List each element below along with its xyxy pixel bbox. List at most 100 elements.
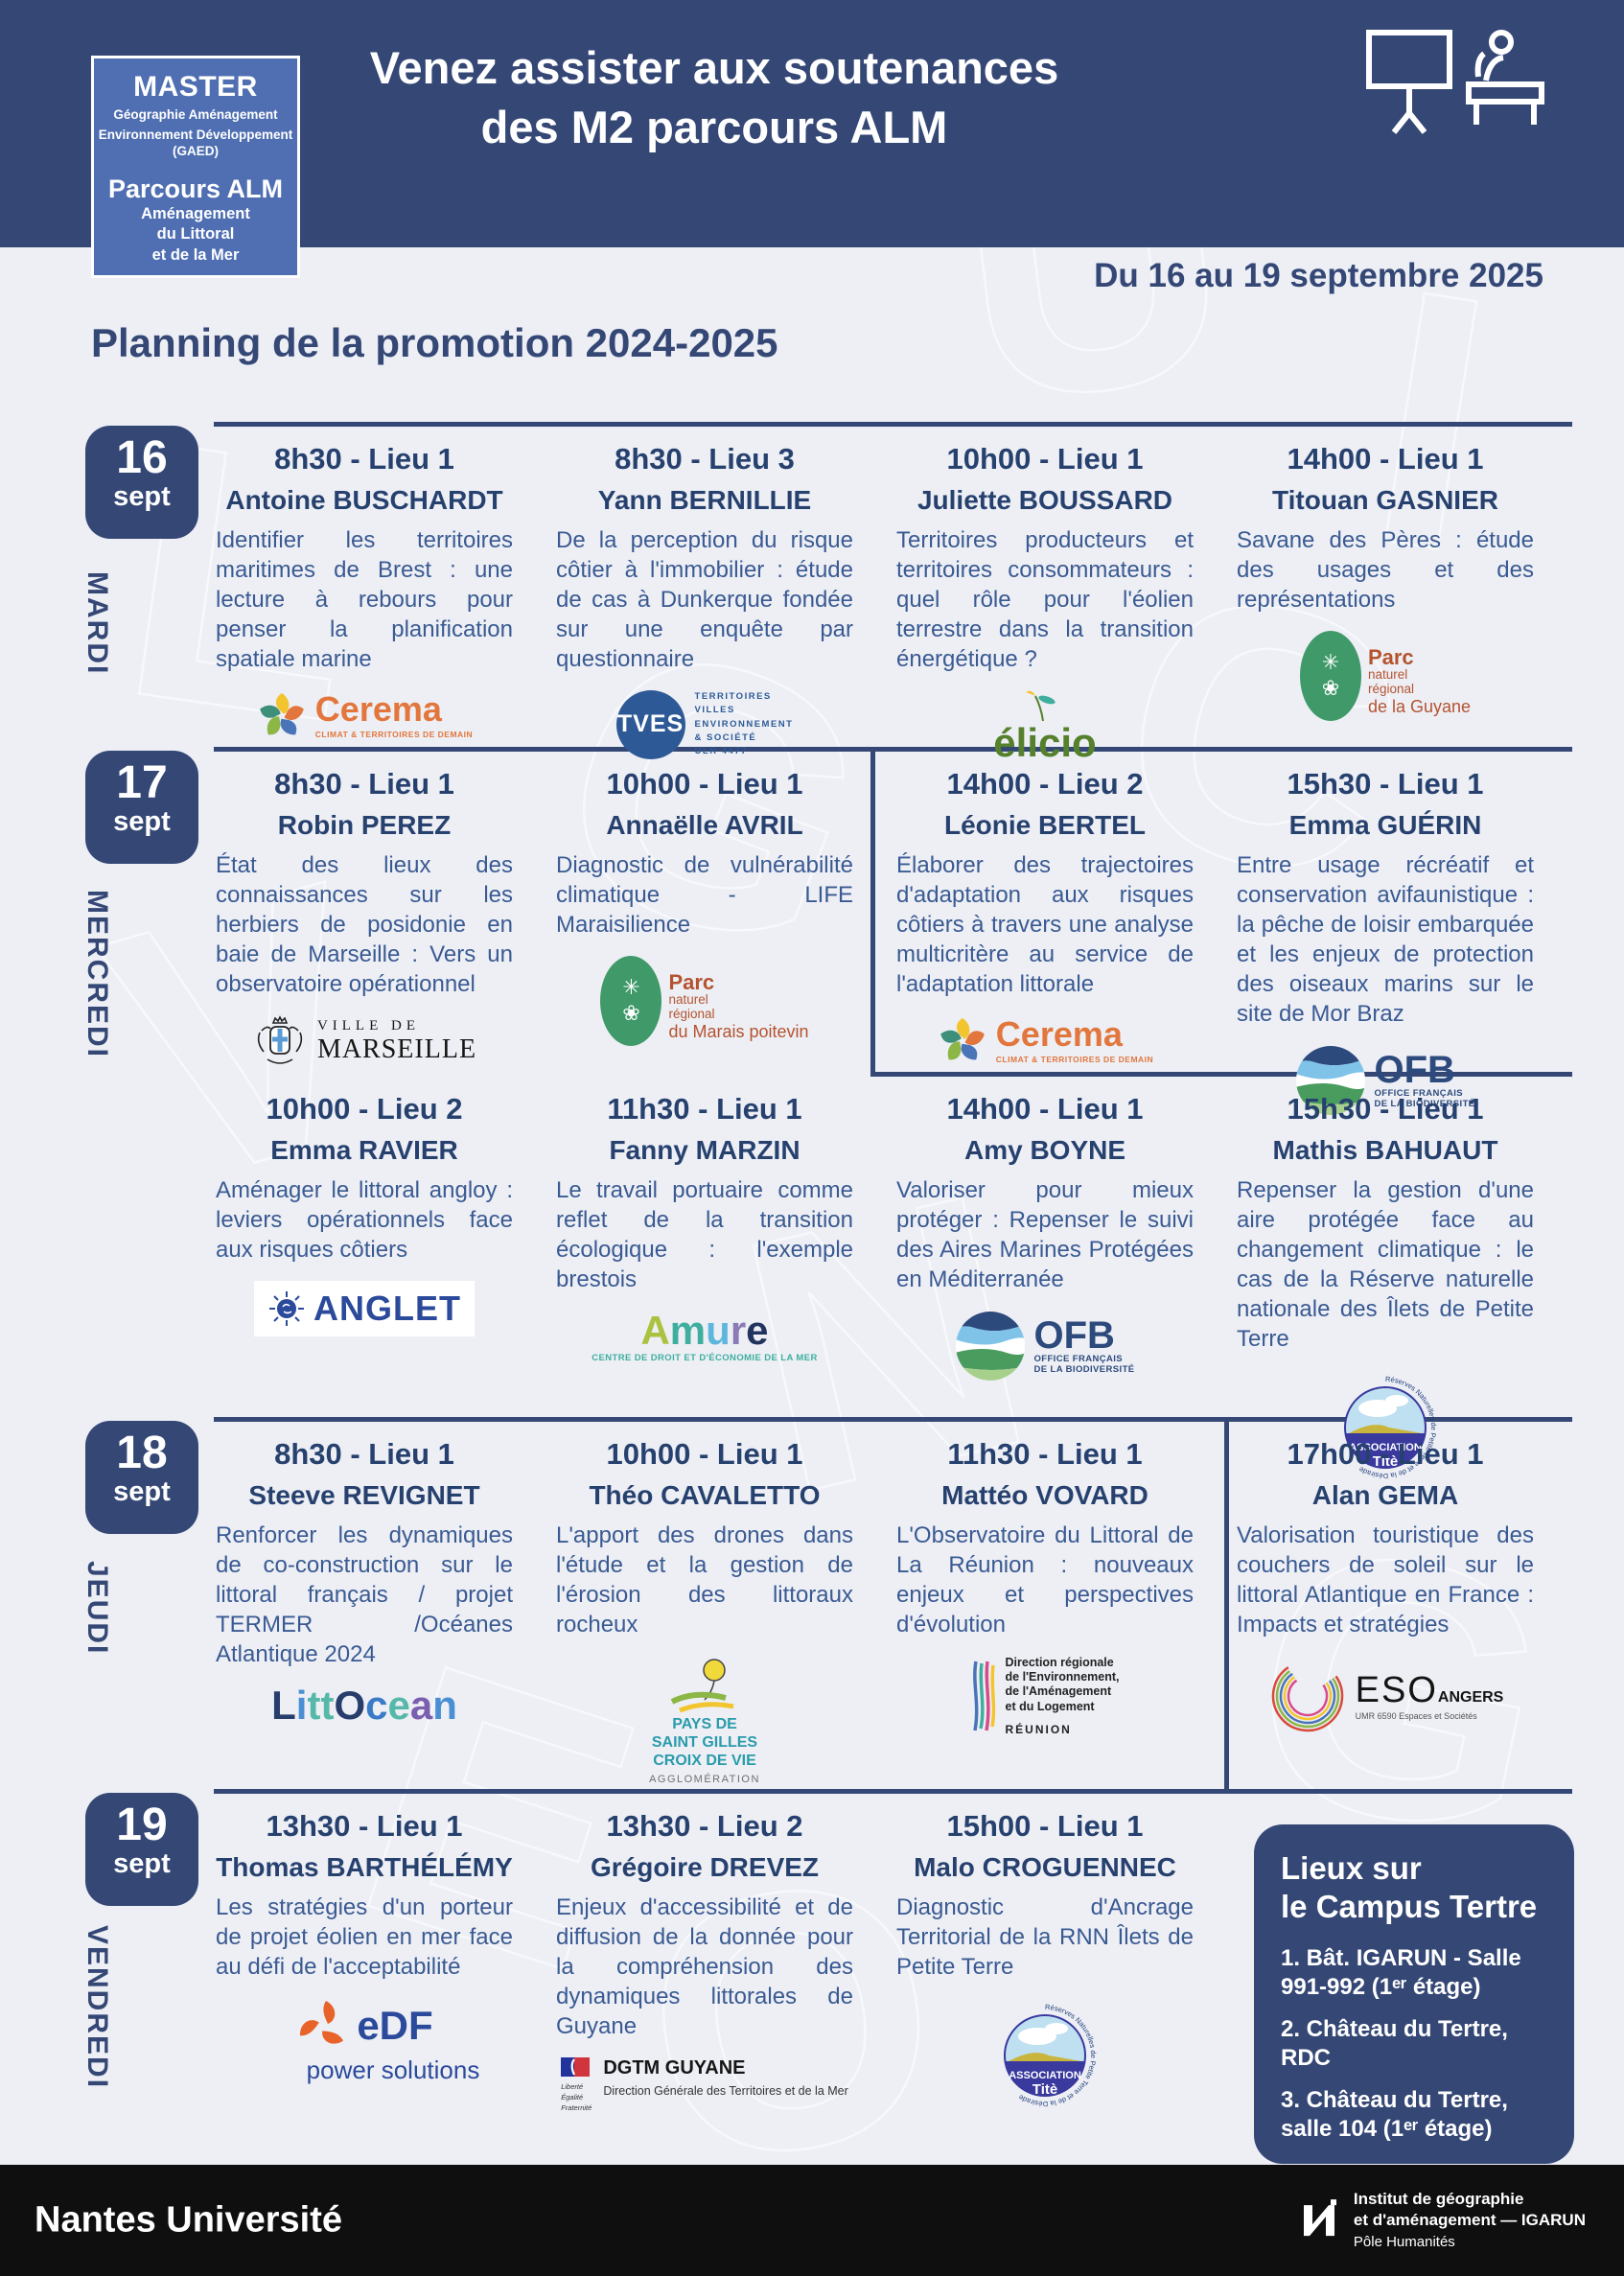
tves-line: & SOCIÉTÉ: [694, 732, 757, 743]
littocean-letter: t: [307, 1682, 321, 1728]
institute-line-1: Institut de géographie: [1353, 2190, 1524, 2209]
amure-tagline: CENTRE DE DROIT ET D'ÉCONOMIE DE LA MER: [592, 1352, 818, 1363]
master-badge: MASTER Géographie Aménagement Environnem…: [91, 56, 300, 278]
dgtm-wordmark: DGTM GUYANE: [603, 2056, 746, 2079]
elicio-logo: élicio: [993, 690, 1097, 763]
parc-line: régional: [668, 1006, 715, 1021]
day-badge-16: 16 sept: [85, 426, 198, 539]
venue-item: 2. Château du Tertre, RDC: [1281, 2015, 1547, 2073]
session-time-location: 14h00 - Lieu 2: [946, 767, 1144, 801]
program-label: Parcours ALM: [107, 174, 284, 203]
student-name: Théo CAVALETTO: [589, 1480, 821, 1510]
session-entry: 10h00 - Lieu 1 Théo CAVALETTO L'apport d…: [556, 1422, 853, 1789]
dreal-caption: Direction régionale de l'Environnement, …: [1006, 1656, 1120, 1737]
session-entry: 13h30 - Lieu 2 Grégoire DREVEZ Enjeux d'…: [556, 1794, 853, 2165]
session-entry: 15h30 - Lieu 1 Emma GUÉRIN Entre usage r…: [1237, 752, 1534, 1116]
parc-line: de la Guyane: [1367, 697, 1472, 717]
dreal-line: et du Logement: [1005, 1699, 1095, 1713]
day-name-mardi: MARDI: [81, 571, 113, 676]
thesis-title: Les stratégies d'un porteur de projet éo…: [216, 1894, 513, 1980]
day-name-vendredi: VENDREDI: [81, 1925, 113, 2090]
page-title: Planning de la promotion 2024-2025: [91, 320, 778, 365]
session-entry: 15h00 - Lieu 1 Malo CROGUENNEC Diagnosti…: [896, 1794, 1194, 2165]
program-line-2: du Littoral: [156, 225, 235, 244]
ofb-wordmark: OFB: [1374, 1048, 1455, 1091]
amure-letter: r: [730, 1307, 747, 1353]
venue-line: 991-992 (1ᵉʳ étage): [1281, 1973, 1481, 2000]
french-flag-icon: [561, 2056, 591, 2077]
parc-line: régional: [1367, 681, 1414, 696]
venues-list: 1. Bât. IGARUN - Salle 991-992 (1ᵉʳ étag…: [1281, 1944, 1547, 2144]
student-name: Titouan GASNIER: [1272, 485, 1498, 515]
day-badge-19: 19 sept: [85, 1793, 198, 1906]
littocean-letter: n: [432, 1682, 457, 1728]
day-name-jeudi: JEUDI: [81, 1561, 113, 1656]
thesis-title: Enjeux d'accessibilité et de diffusion d…: [556, 1894, 853, 2039]
cerema-logo: Cerema CLIMAT & TERRITOIRES DE DEMAIN: [937, 1015, 1153, 1067]
thesis-title: Le travail portuaire comme reflet de la …: [556, 1177, 853, 1292]
venue-line: RDC: [1281, 2044, 1331, 2071]
saint-gilles-doodle-icon: [670, 1659, 734, 1713]
littocean-letter: L: [271, 1682, 296, 1728]
littocean-letter: O: [334, 1682, 366, 1728]
parc-guyane-logo: ✳ ❀ Parc naturel régional de la Guyane: [1299, 630, 1472, 721]
cerema-wordmark: Cerema: [995, 1014, 1123, 1055]
thesis-title: Élaborer des trajectoires d'adaptation a…: [896, 852, 1194, 997]
edf-logo: eDF power solutions: [249, 1998, 480, 2085]
session-time-location: 8h30 - Lieu 3: [615, 442, 795, 476]
institute-line-3: Pôle Humanités: [1353, 2234, 1455, 2251]
venue-item: 1. Bât. IGARUN - Salle 991-992 (1ᵉʳ étag…: [1281, 1944, 1547, 2002]
session-entry: 11h30 - Lieu 1 Fanny MARZIN Le travail p…: [556, 1077, 853, 1485]
student-name: Annaëlle AVRIL: [606, 810, 803, 840]
divider-day17: [214, 747, 1572, 752]
tite-association-label: ASSOCIATION: [1349, 1442, 1422, 1453]
cerema-wordmark: Cerema: [314, 689, 442, 730]
pays-saint-gilles-logo: PAYS DE SAINT GILLES CROIX DE VIE AGGLOM…: [649, 1656, 760, 1785]
littocean-letter: c: [365, 1682, 388, 1728]
session-entry: 17h00 - Lieu 1 Alan GEMA Valorisation to…: [1237, 1422, 1534, 1789]
amure-letter: A: [640, 1307, 670, 1353]
cerema-tagline: CLIMAT & TERRITOIRES DE DEMAIN: [314, 730, 474, 740]
parc-line: Parc: [1367, 644, 1414, 669]
dreal-reunion-logo: Direction régionale de l'Environnement, …: [971, 1656, 1120, 1737]
poster-title-line1: Venez assister aux soutenances: [369, 42, 1059, 93]
sgxv-line-3: CROIX DE VIE: [653, 1752, 756, 1769]
cerema-tagline: CLIMAT & TERRITOIRES DE DEMAIN: [995, 1055, 1154, 1065]
session-time-location: 13h30 - Lieu 2: [606, 1809, 803, 1843]
edf-sub: power solutions: [306, 2055, 480, 2084]
marseille-line: VILLE DE: [316, 1018, 420, 1034]
eso-wordmark: ESO: [1355, 1670, 1438, 1711]
gov-motto: Liberté Égalité Fraternité: [561, 2081, 592, 2114]
marseille-line: MARSEILLE: [316, 1034, 477, 1065]
eso-angers-logo: ESOANGERS UMR 6590 Espaces et Sociétés: [1267, 1656, 1504, 1736]
tite-association-label: ASSOCIATION: [1009, 2070, 1081, 2081]
poster-title: Venez assister aux soutenances des M2 pa…: [316, 38, 1112, 157]
session-time-location: 15h00 - Lieu 1: [946, 1809, 1144, 1843]
thesis-title: Renforcer les dynamiques de co-construct…: [216, 1522, 513, 1667]
amure-wordmark: Amure: [640, 1307, 768, 1353]
littocean-letter: e: [387, 1682, 410, 1728]
institute-block: Institut de géographie et d'aménagement …: [1298, 2189, 1586, 2252]
session-time-location: 13h30 - Lieu 1: [266, 1809, 463, 1843]
eso-sub: UMR 6590 Espaces et Sociétés: [1355, 1711, 1477, 1722]
gov-emblem: Liberté Égalité Fraternité: [561, 2056, 592, 2114]
day-number: 19: [116, 1800, 168, 1850]
student-name: Fanny MARZIN: [609, 1135, 800, 1165]
dgtm-guyane-logo: Liberté Égalité Fraternité DGTM GUYANE D…: [561, 2056, 848, 2114]
thesis-title: L'apport des drones dans l'étude et la g…: [556, 1522, 853, 1637]
edf-flame-icon: [300, 2000, 344, 2044]
session-time-location: 8h30 - Lieu 1: [274, 1437, 454, 1471]
session-time-location: 15h30 - Lieu 1: [1287, 767, 1484, 801]
session-time-location: 17h00 - Lieu 1: [1287, 1437, 1484, 1471]
tves-line: ENVIRONNEMENT: [694, 718, 794, 730]
sessions-row-17b: 10h00 - Lieu 2 Emma RAVIER Aménager le l…: [216, 1077, 1539, 1480]
day-month: sept: [113, 1847, 171, 1879]
thesis-title: Territoires producteurs et territoires c…: [896, 527, 1194, 672]
eso-city: ANGERS: [1437, 1689, 1504, 1707]
tves-circle-icon: TVES: [615, 689, 685, 759]
day-badge-18: 18 sept: [85, 1421, 198, 1534]
day-month: sept: [113, 480, 171, 512]
venues-title-line2: le Campus Tertre: [1281, 1889, 1538, 1925]
day-name-mercredi: MERCREDI: [81, 890, 113, 1059]
thesis-title: État des lieux des connaissances sur les…: [216, 852, 513, 997]
